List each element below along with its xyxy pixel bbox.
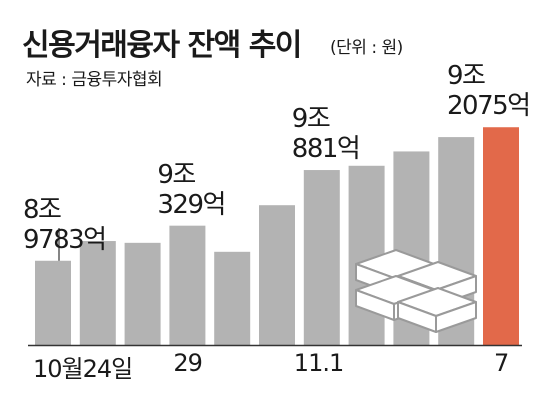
bar <box>169 225 206 345</box>
bar <box>303 170 340 345</box>
bar <box>259 205 295 345</box>
money-stack-icon <box>355 249 477 333</box>
bar <box>124 242 161 345</box>
x-tick-label: 7 <box>494 349 509 377</box>
value-label-line1: 9조 <box>447 61 486 92</box>
source-label: 자료 : 금융투자협회 <box>26 70 163 90</box>
value-label-line2: 329억 <box>157 189 226 220</box>
bar <box>35 260 71 345</box>
value-label-line2: 9783억 <box>23 224 107 255</box>
value-label: 8조 9783억 <box>23 194 107 255</box>
bar-highlight <box>483 127 519 345</box>
value-label-line2: 2075억 <box>447 91 531 122</box>
value-label: 9조 2075억 <box>447 61 531 122</box>
x-tick-label: 10월24일 <box>33 355 133 383</box>
value-label-line1: 8조 <box>23 194 62 225</box>
x-tick-label: 29 <box>173 349 203 377</box>
x-tick-label: 11.1 <box>293 349 344 377</box>
bar <box>214 251 251 345</box>
bar <box>79 241 116 345</box>
value-label-line2: 881억 <box>291 134 361 165</box>
chart-title: 신용거래융자 잔액 추이 <box>22 28 302 63</box>
value-label-line1: 9조 <box>157 159 196 190</box>
unit-label: (단위 : 원) <box>330 38 403 58</box>
value-label: 9조 881억 <box>291 104 361 165</box>
value-label: 9조 329억 <box>157 159 226 220</box>
value-label-line1: 9조 <box>291 104 331 135</box>
